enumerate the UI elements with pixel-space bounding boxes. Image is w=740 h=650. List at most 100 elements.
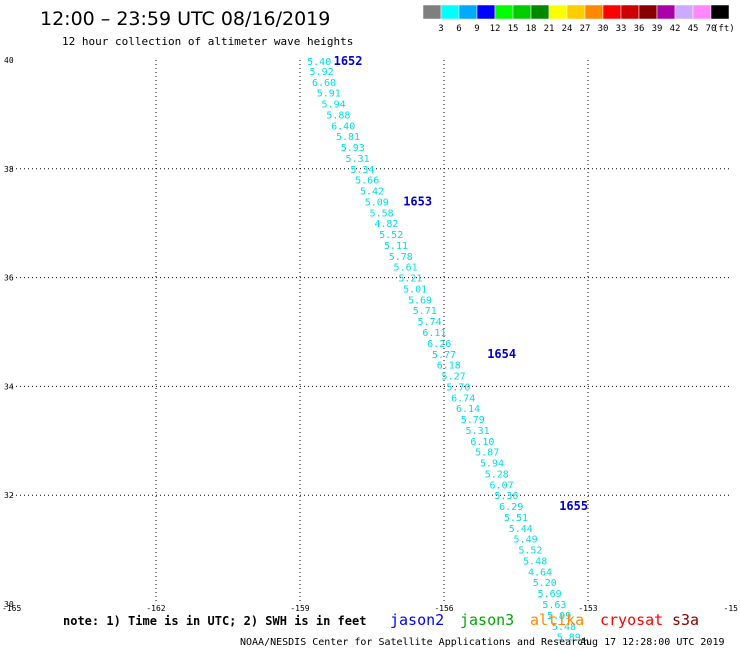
- legend-swatch: [440, 4, 460, 20]
- wave-height-value: 5.74: [418, 317, 442, 328]
- lat-tick-label: 36: [4, 274, 14, 283]
- wave-height-value: 5.94: [480, 459, 504, 470]
- satellite-name: jason3: [460, 611, 514, 629]
- wave-height-value: 4.64: [528, 567, 552, 578]
- legend-tick-label: 27: [580, 24, 591, 34]
- wave-height-value: 5.27: [442, 372, 466, 383]
- lat-tick-label: 40: [4, 56, 14, 65]
- legend-swatch: [458, 4, 478, 20]
- wave-height-value: 5.63: [542, 600, 566, 611]
- legend-swatch: [692, 4, 712, 20]
- satellite-name: altika: [530, 611, 584, 629]
- legend-tick-label: 9: [474, 24, 479, 34]
- lat-tick-label: 32: [4, 491, 14, 500]
- wave-height-value: 5.69: [538, 589, 562, 600]
- legend-tick-label: 6: [456, 24, 461, 34]
- wave-height-value: 5.61: [394, 263, 418, 274]
- wave-height-value: 5.42: [360, 187, 384, 198]
- wave-height-value: 5.09: [365, 197, 389, 208]
- wave-height-value: 5.78: [389, 252, 413, 263]
- legend-swatch: [494, 4, 514, 20]
- wave-height-value: 6.18: [437, 361, 461, 372]
- legend-swatch: [656, 4, 676, 20]
- wave-height-value: 5.94: [322, 100, 346, 111]
- altimeter-track: 5.405.926.605.915.945.886.405.815.935.31…: [307, 57, 581, 644]
- axis-labels: -165 -162 -159 -156 -153 -15 40 38 36 34 32 30: [2, 56, 738, 613]
- lat-tick-label: 38: [4, 165, 14, 174]
- wave-height-value: 6.11: [422, 328, 446, 339]
- wave-height-value: 6.14: [456, 404, 480, 415]
- time-label: 1653: [403, 194, 432, 208]
- legend-tick-label: 15: [508, 24, 519, 34]
- lon-tick-label: -156: [434, 604, 453, 613]
- lon-tick-label: -162: [146, 604, 165, 613]
- legend-swatch: [476, 4, 496, 20]
- map-title: 12:00 – 23:59 UTC 08/16/2019: [40, 8, 330, 30]
- wave-height-value: 5.79: [461, 415, 485, 426]
- legend-swatch: [620, 4, 640, 20]
- legend-tick-label: 70: [706, 24, 717, 34]
- wave-height-value: 6.60: [312, 78, 336, 89]
- wave-height-value: 5.11: [384, 241, 408, 252]
- legend-tick-label: 42: [670, 24, 681, 34]
- wave-height-value: 5.89: [557, 633, 581, 644]
- legend-tick-label: 36: [634, 24, 645, 34]
- legend-swatch: [530, 4, 550, 20]
- footer-credit: NOAA/NESDIS Center for Satellite Applica…: [240, 637, 589, 648]
- lat-tick-label: 30: [4, 600, 14, 609]
- wave-height-value: 5.70: [446, 382, 470, 393]
- wave-height-value: 6.40: [331, 121, 355, 132]
- lat-tick-label: 34: [4, 382, 14, 391]
- legend-tick-label: 12: [490, 24, 501, 34]
- legend-swatch: [710, 4, 730, 20]
- wave-height-value: 5.52: [518, 546, 542, 557]
- wave-height-value: 5.40: [307, 57, 331, 68]
- wave-height-value: 5.92: [310, 67, 334, 78]
- footer-timestamp: Aug 17 12:28:00 UTC 2019: [580, 637, 725, 648]
- wave-height-value: 5.31: [346, 154, 370, 165]
- lon-tick-label: -159: [290, 604, 309, 613]
- lat-lon-grid: [12, 60, 732, 604]
- track-times: 1652 1653 1654 1655: [334, 54, 589, 513]
- map-subtitle: 12 hour collection of altimeter wave hei…: [62, 35, 353, 48]
- legend-swatch: [638, 4, 658, 20]
- legend-tick-label: 39: [652, 24, 663, 34]
- legend-swatch: [674, 4, 694, 20]
- legend-swatch: [548, 4, 568, 20]
- legend-tick-label: 21: [544, 24, 555, 34]
- wave-height-value: 5.36: [494, 491, 518, 502]
- lon-tick-label: -15: [724, 604, 739, 613]
- wave-height-value: 5.34: [350, 165, 374, 176]
- wave-height-value: 6.29: [499, 502, 523, 513]
- legend-tick-label: 24: [562, 24, 573, 34]
- wave-height-value: 5.66: [355, 176, 379, 187]
- wave-height-value: 5.01: [403, 284, 427, 295]
- legend-swatch: [422, 4, 442, 20]
- wave-height-value: 5.28: [485, 469, 509, 480]
- legend-tick-label: 33: [616, 24, 627, 34]
- legend-swatch: [584, 4, 604, 20]
- wave-height-value: 5.31: [466, 426, 490, 437]
- legend-tick-label: 18: [526, 24, 537, 34]
- legend-swatch: [602, 4, 622, 20]
- satellite-name: s3a: [672, 611, 699, 629]
- time-label: 1652: [334, 54, 363, 68]
- wave-height-value: 5.81: [336, 132, 360, 143]
- wave-height-value: 5.48: [552, 622, 576, 633]
- legend-swatch: [566, 4, 586, 20]
- wave-height-value: 6.74: [451, 393, 475, 404]
- satellite-name: jason2: [390, 611, 444, 629]
- satellite-name: cryosat: [600, 611, 663, 629]
- wave-height-value: 5.21: [398, 274, 422, 285]
- satellite-legend: jason2 jason3 altika cryosat s3a: [390, 611, 699, 629]
- legend-tick-label: 3: [438, 24, 443, 34]
- wave-height-value: 5.44: [509, 524, 533, 535]
- wave-height-value: 6.10: [470, 437, 494, 448]
- wave-height-value: 5.87: [475, 448, 499, 459]
- wave-height-value: 6.07: [490, 480, 514, 491]
- wave-height-value: 5.99: [547, 611, 571, 622]
- legend-tick-label: 30: [598, 24, 609, 34]
- wave-height-value: 5.88: [326, 110, 350, 121]
- wave-height-value: 5.49: [514, 535, 538, 546]
